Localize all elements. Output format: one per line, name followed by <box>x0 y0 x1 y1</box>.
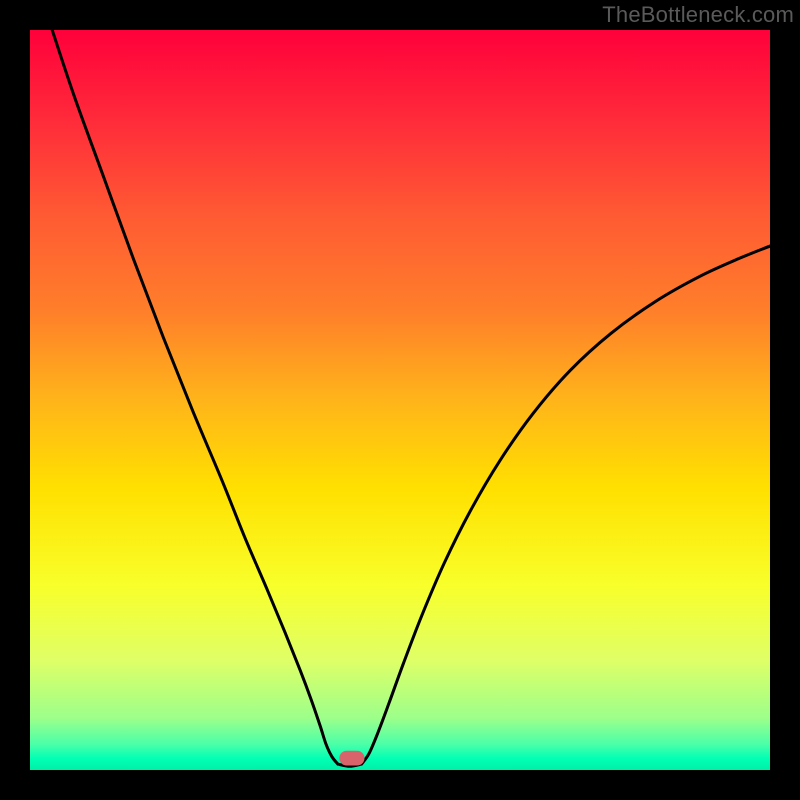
plot-background <box>30 30 770 770</box>
watermark-text: TheBottleneck.com <box>602 2 794 28</box>
valley-marker <box>339 751 364 766</box>
chart-canvas: TheBottleneck.com <box>0 0 800 800</box>
bottleneck-chart <box>0 0 800 800</box>
